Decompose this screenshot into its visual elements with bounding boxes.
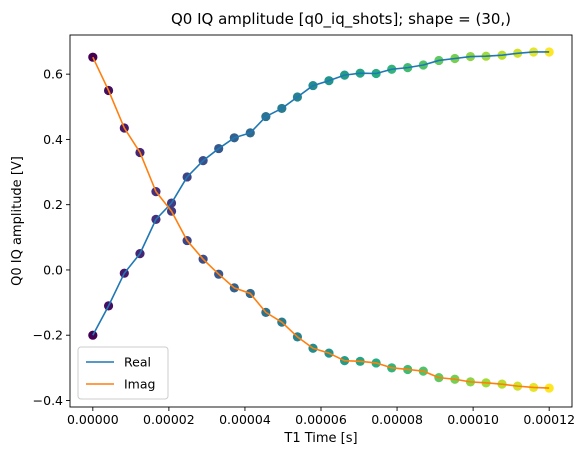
point-imag-29 (544, 383, 554, 393)
y-axis-label: Q0 IQ amplitude [V] (10, 156, 25, 286)
x-tick-label: 0.00004 (219, 412, 271, 427)
point-real-29 (544, 47, 554, 57)
x-tick-label: 0.00002 (143, 412, 195, 427)
legend-label-real: Real (124, 355, 151, 370)
x-tick-label: 0.00008 (371, 412, 423, 427)
series-line-imag (92, 56, 550, 389)
y-tick-label: −0.2 (33, 328, 63, 343)
y-tick-label: 0.2 (43, 197, 63, 212)
legend-label-imag: Imag (124, 377, 155, 392)
chart-title: Q0 IQ amplitude [q0_iq_shots]; shape = (… (171, 10, 511, 29)
x-tick-label: 0.00006 (295, 412, 347, 427)
y-tick-label: 0.4 (43, 132, 63, 147)
x-tick-label: 0.00012 (523, 412, 575, 427)
x-axis-label: T1 Time [s] (283, 431, 357, 446)
legend-box (77, 346, 169, 400)
legend: Real Imag (77, 346, 169, 400)
plot-area: 0.00000 0.00002 0.00004 0.00006 0.00008 0.000… (33, 34, 575, 427)
x-tick-label: 0.00010 (447, 412, 499, 427)
y-tick-label: −0.4 (33, 393, 63, 408)
y-tick-label: 0.6 (43, 67, 63, 82)
x-tick-label: 0.00000 (67, 412, 119, 427)
y-tick-label: 0.0 (43, 262, 63, 277)
series-line-real (92, 51, 550, 336)
